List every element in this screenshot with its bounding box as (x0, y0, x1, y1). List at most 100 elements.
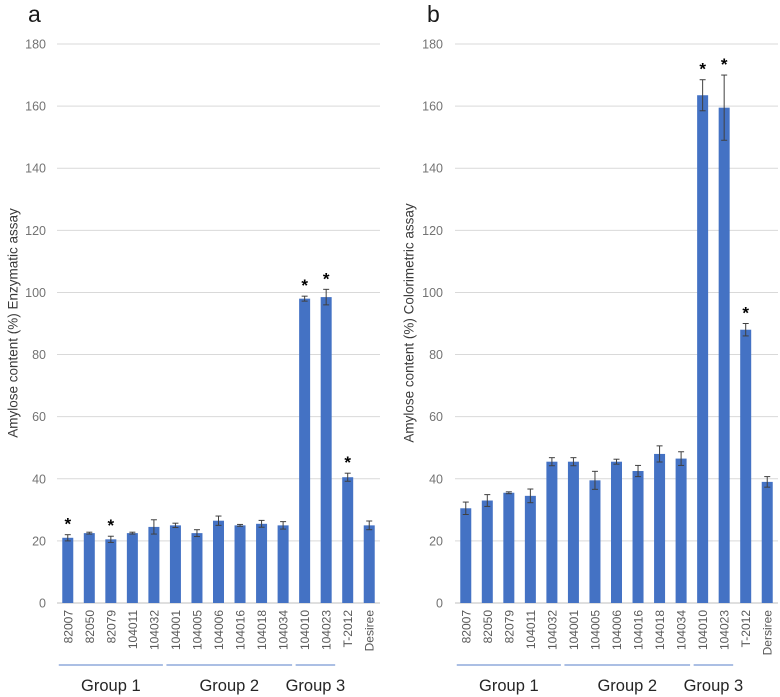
category-label: 104018 (653, 610, 667, 650)
significance-asterisk: * (699, 60, 706, 79)
bar-104016 (234, 525, 246, 603)
bar-104011 (126, 533, 138, 603)
category-label: 82007 (459, 610, 473, 644)
category-label: 104010 (298, 610, 312, 650)
y-tick-label: 80 (32, 348, 46, 362)
y-tick-label: 120 (422, 224, 443, 238)
significance-asterisk: * (64, 515, 71, 534)
category-label: 104011 (126, 610, 140, 649)
group-label: Group 2 (597, 677, 657, 695)
significance-asterisk: * (344, 453, 351, 472)
y-tick-label: 20 (32, 534, 46, 548)
category-label: 104005 (190, 610, 204, 650)
bar-104005 (589, 480, 601, 603)
y-tick-label: 100 (422, 286, 443, 300)
category-label: T-2012 (341, 610, 355, 648)
significance-asterisk: * (323, 269, 330, 288)
bar-104010 (299, 298, 311, 603)
category-label: 82079 (502, 610, 516, 644)
bar-104001 (567, 461, 579, 603)
panel-letter-b: b (427, 1, 440, 27)
category-label: 104034 (675, 610, 689, 650)
category-label: 104011 (524, 610, 538, 649)
bar-104034 (277, 525, 289, 603)
bar-82079 (105, 539, 117, 603)
bar-Desiree (363, 525, 375, 603)
category-label: 104016 (632, 610, 646, 650)
group-label: Group 3 (684, 677, 744, 695)
bar-104032 (546, 461, 558, 603)
category-label: 82050 (481, 610, 495, 644)
y-tick-label: 140 (25, 162, 46, 176)
bar-104006 (213, 520, 224, 603)
bar-104018 (654, 453, 666, 603)
category-label: 104010 (696, 610, 710, 650)
category-label: 104018 (255, 610, 269, 650)
y-tick-label: 80 (429, 348, 443, 362)
category-label: 82079 (104, 610, 118, 644)
y-tick-label: 180 (422, 38, 443, 52)
group-label: Group 1 (479, 677, 539, 695)
category-label: 104032 (147, 610, 161, 650)
group-label: Group 1 (81, 677, 141, 695)
bar-Dersiree (761, 481, 773, 603)
category-label: 104001 (169, 610, 183, 650)
group-label: Group 2 (199, 677, 259, 695)
category-label: Desiree (363, 610, 377, 652)
group-label: Group 3 (286, 677, 346, 695)
enzymatic-assay-chart: 0 20 40 60 80 100 120 140 160 180 * 82007 82050 * 8207… (25, 38, 380, 695)
bar-104016 (632, 471, 644, 603)
y-axis-title-enzymatic: Amylose content (%) Enzymatic assay (5, 208, 21, 438)
category-label: 82007 (61, 610, 75, 644)
y-tick-label: 40 (429, 472, 443, 486)
panel-b: b Amylose content (%) Colorimetric assay… (390, 0, 780, 697)
category-label: 104023 (320, 610, 334, 650)
y-axis-title-colorimetric: Amylose content (%) Colorimetric assay (401, 203, 417, 443)
y-tick-label: 140 (422, 162, 443, 176)
bar-T-2012 (342, 477, 354, 603)
y-tick-label: 40 (32, 472, 46, 486)
y-tick-label: 0 (39, 597, 46, 611)
bar-82050 (481, 500, 493, 603)
category-label: 104001 (567, 610, 581, 650)
panel-letter-a: a (28, 1, 41, 27)
category-label: 104034 (277, 610, 291, 650)
y-tick-label: 60 (429, 410, 443, 424)
category-label: 104032 (545, 610, 559, 650)
y-tick-label: 20 (429, 534, 443, 548)
category-label: T-2012 (739, 610, 753, 648)
bar-104018 (256, 523, 268, 603)
y-tick-label: 100 (25, 286, 46, 300)
category-label: 104023 (718, 610, 732, 650)
y-tick-label: 0 (436, 597, 443, 611)
bar-104005 (191, 533, 203, 603)
y-tick-label: 180 (25, 38, 46, 52)
significance-asterisk: * (721, 55, 728, 74)
y-tick-label: 120 (25, 224, 46, 238)
bar-82007 (460, 508, 472, 603)
bar-104010 (697, 95, 709, 603)
y-tick-label: 60 (32, 410, 46, 424)
colorimetric-assay-chart: 0 20 40 60 80 100 120 140 160 180 82007 82050 82079 1… (422, 38, 778, 695)
panel-a: a Amylose content (%) Enzymatic assay 0 2… (5, 1, 380, 695)
category-label: 104005 (588, 610, 602, 650)
bar-T-2012 (740, 329, 752, 603)
bar-82007 (62, 537, 74, 603)
y-tick-label: 160 (25, 100, 46, 114)
bar-104023 (320, 297, 332, 603)
significance-asterisk: * (742, 304, 749, 323)
bar-82079 (503, 492, 515, 603)
category-label: 104016 (234, 610, 248, 650)
category-label: 82050 (83, 610, 97, 644)
bar-104023 (718, 107, 730, 604)
significance-asterisk: * (108, 516, 115, 535)
y-tick-label: 160 (422, 100, 443, 114)
significance-asterisk: * (301, 276, 308, 295)
bar-82050 (83, 533, 95, 603)
bar-104006 (611, 461, 622, 603)
bar-104001 (169, 525, 181, 603)
category-label: 104006 (610, 610, 624, 650)
bar-104032 (148, 526, 160, 603)
category-label: Dersiree (761, 610, 775, 656)
